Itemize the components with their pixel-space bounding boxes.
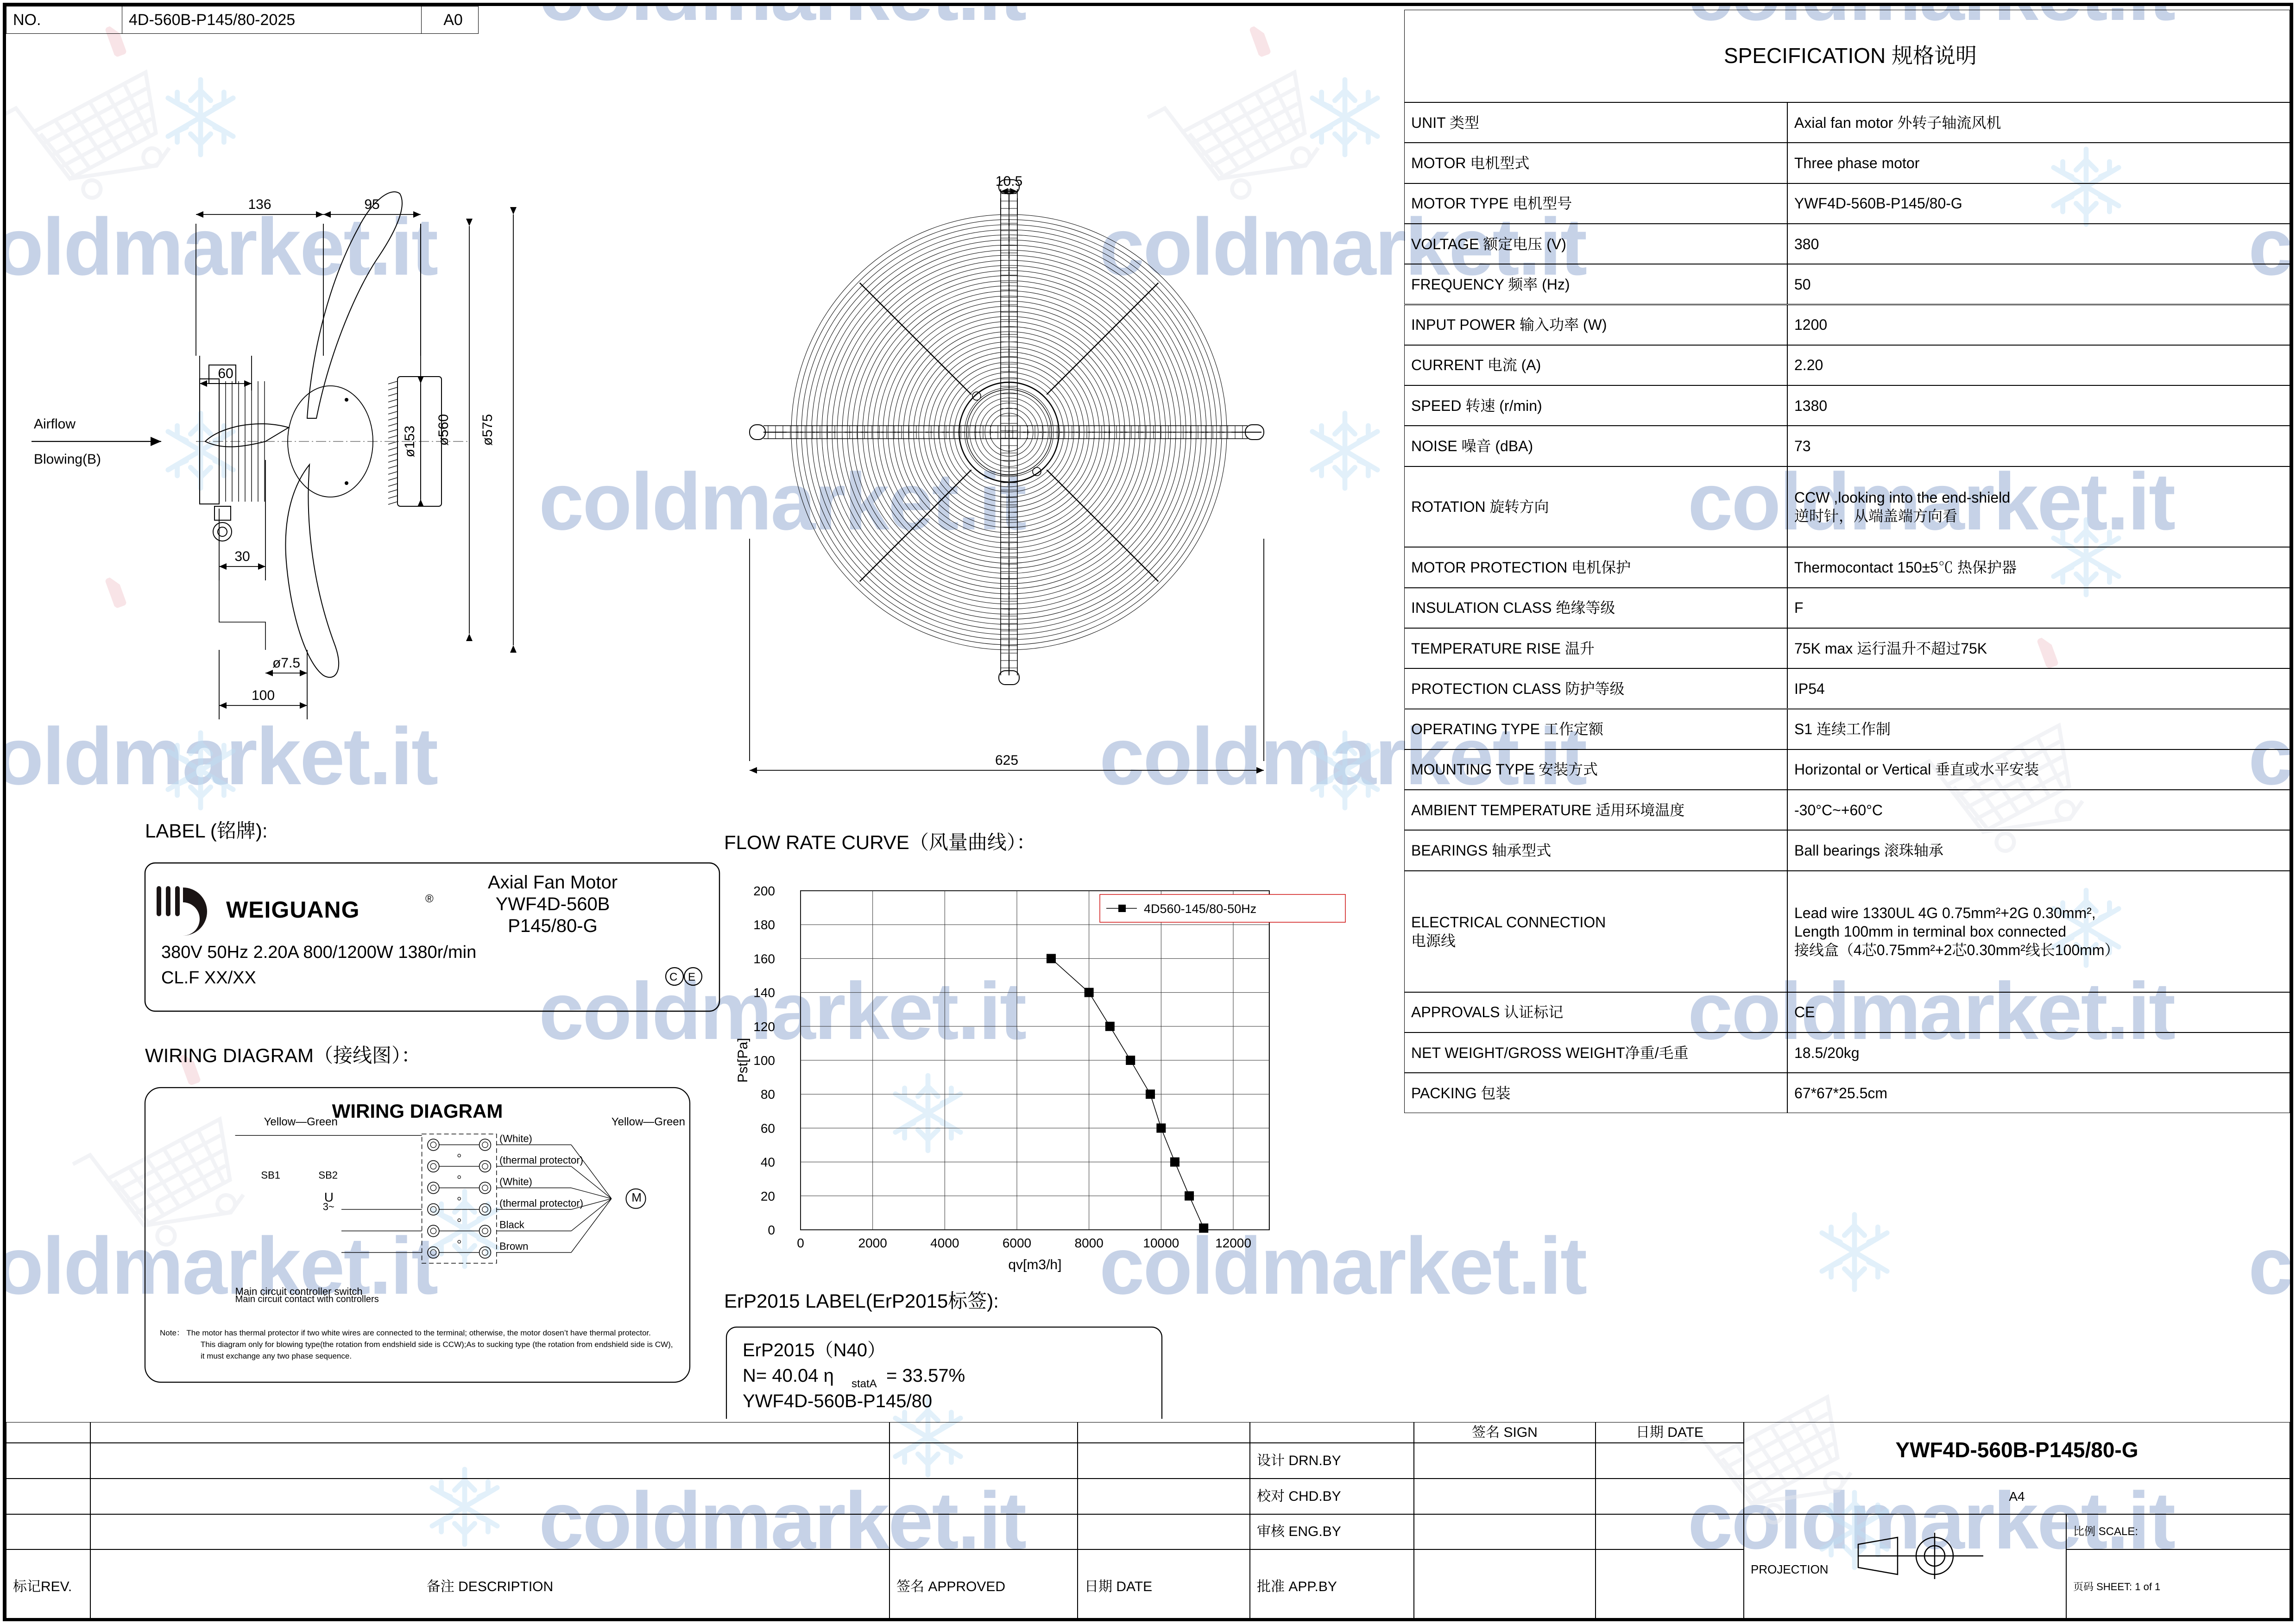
svg-text:6000: 6000 bbox=[1003, 1236, 1031, 1250]
svg-text:30: 30 bbox=[234, 549, 250, 564]
svg-text:LABEL (铭牌):: LABEL (铭牌): bbox=[145, 820, 268, 842]
svg-text:WEIGUANG: WEIGUANG bbox=[226, 897, 360, 923]
svg-text:ErP2015 LABEL(ErP2015标签):: ErP2015 LABEL(ErP2015标签): bbox=[724, 1290, 999, 1312]
svg-text:120: 120 bbox=[753, 1020, 775, 1034]
svg-text:4000: 4000 bbox=[930, 1236, 959, 1250]
svg-text:10000: 10000 bbox=[1143, 1236, 1179, 1250]
svg-text:ø560: ø560 bbox=[436, 414, 451, 446]
svg-text:ErP2015（N40）: ErP2015（N40） bbox=[743, 1340, 886, 1360]
svg-text:Blowing(B): Blowing(B) bbox=[34, 452, 101, 467]
svg-text:YWF4D-560B: YWF4D-560B bbox=[496, 894, 610, 914]
svg-text:200: 200 bbox=[753, 884, 775, 898]
svg-text:0: 0 bbox=[768, 1223, 775, 1237]
svg-text:it must exchange any two phase: it must exchange any two phase sequence. bbox=[201, 1352, 352, 1360]
svg-text:®: ® bbox=[425, 893, 434, 905]
svg-text:80: 80 bbox=[761, 1087, 775, 1102]
svg-text:WIRING DIAGRAM: WIRING DIAGRAM bbox=[332, 1100, 503, 1122]
svg-text:100: 100 bbox=[753, 1053, 775, 1068]
svg-text:180: 180 bbox=[753, 918, 775, 932]
svg-text:60: 60 bbox=[218, 366, 233, 381]
svg-text:380V 50Hz 2.20A 800/1200W 1380: 380V 50Hz 2.20A 800/1200W 1380r/min bbox=[161, 943, 476, 962]
svg-text:E: E bbox=[688, 971, 695, 983]
svg-text:(thermal protector): (thermal protector) bbox=[499, 1154, 583, 1166]
svg-text:P145/80-G: P145/80-G bbox=[508, 916, 597, 936]
svg-text:ø7.5: ø7.5 bbox=[272, 655, 300, 671]
svg-text:statA: statA bbox=[852, 1378, 877, 1390]
svg-text:Yellow—Green: Yellow—Green bbox=[612, 1116, 685, 1128]
svg-text:625: 625 bbox=[995, 753, 1018, 768]
svg-text:M: M bbox=[631, 1190, 642, 1204]
svg-text:This diagram only for blowing: This diagram only for blowing type(the r… bbox=[201, 1340, 673, 1349]
svg-text:SB2: SB2 bbox=[318, 1169, 338, 1181]
svg-text:C: C bbox=[669, 971, 677, 983]
svg-text:Airflow: Airflow bbox=[34, 416, 76, 432]
svg-text:SB1: SB1 bbox=[261, 1169, 280, 1181]
svg-text:= 33.57%: = 33.57% bbox=[886, 1366, 965, 1386]
svg-text:(White): (White) bbox=[499, 1133, 532, 1144]
svg-text:(thermal protector): (thermal protector) bbox=[499, 1197, 583, 1209]
svg-text:Yellow—Green: Yellow—Green bbox=[264, 1116, 338, 1128]
svg-text:ø575: ø575 bbox=[480, 414, 495, 446]
svg-text:Main circuit contact with cont: Main circuit contact with controllers bbox=[235, 1294, 379, 1304]
svg-text:20: 20 bbox=[761, 1189, 775, 1203]
svg-text:N= 40.04 η: N= 40.04 η bbox=[743, 1366, 834, 1386]
svg-text:ø153: ø153 bbox=[402, 426, 417, 457]
svg-text:95: 95 bbox=[364, 197, 379, 212]
svg-text:140: 140 bbox=[753, 986, 775, 1000]
svg-text:FLOW RATE CURVE（风量曲线）：: FLOW RATE CURVE（风量曲线）： bbox=[724, 831, 1036, 853]
svg-text:2000: 2000 bbox=[858, 1236, 887, 1250]
svg-text:CL.F XX/XX: CL.F XX/XX bbox=[161, 968, 256, 988]
svg-text:WIRING DIAGRAM（接线图）：: WIRING DIAGRAM（接线图）： bbox=[145, 1045, 421, 1066]
svg-text:(White): (White) bbox=[499, 1176, 532, 1187]
svg-text:100: 100 bbox=[252, 688, 275, 703]
svg-text:10.5: 10.5 bbox=[996, 174, 1022, 189]
svg-text:Pst[Pa]: Pst[Pa] bbox=[735, 1038, 751, 1083]
svg-text:Brown: Brown bbox=[499, 1240, 528, 1252]
svg-text:40: 40 bbox=[761, 1155, 775, 1170]
svg-text:12000: 12000 bbox=[1215, 1236, 1251, 1250]
svg-text:Note： The motor has thermal pr: Note： The motor has thermal protector if… bbox=[160, 1328, 651, 1337]
svg-text:8000: 8000 bbox=[1075, 1236, 1104, 1250]
svg-text:qv[m3/h]: qv[m3/h] bbox=[1008, 1257, 1061, 1272]
svg-text:160: 160 bbox=[753, 951, 775, 966]
svg-text:Black: Black bbox=[499, 1219, 525, 1230]
svg-text:0: 0 bbox=[797, 1236, 804, 1250]
svg-text:Axial Fan Motor: Axial Fan Motor bbox=[488, 872, 618, 893]
svg-text:3~: 3~ bbox=[323, 1201, 334, 1213]
svg-text:4D560-145/80-50Hz: 4D560-145/80-50Hz bbox=[1144, 902, 1256, 916]
svg-text:YWF4D-560B-P145/80: YWF4D-560B-P145/80 bbox=[743, 1391, 932, 1411]
svg-text:136: 136 bbox=[248, 197, 271, 212]
svg-text:60: 60 bbox=[761, 1121, 775, 1135]
